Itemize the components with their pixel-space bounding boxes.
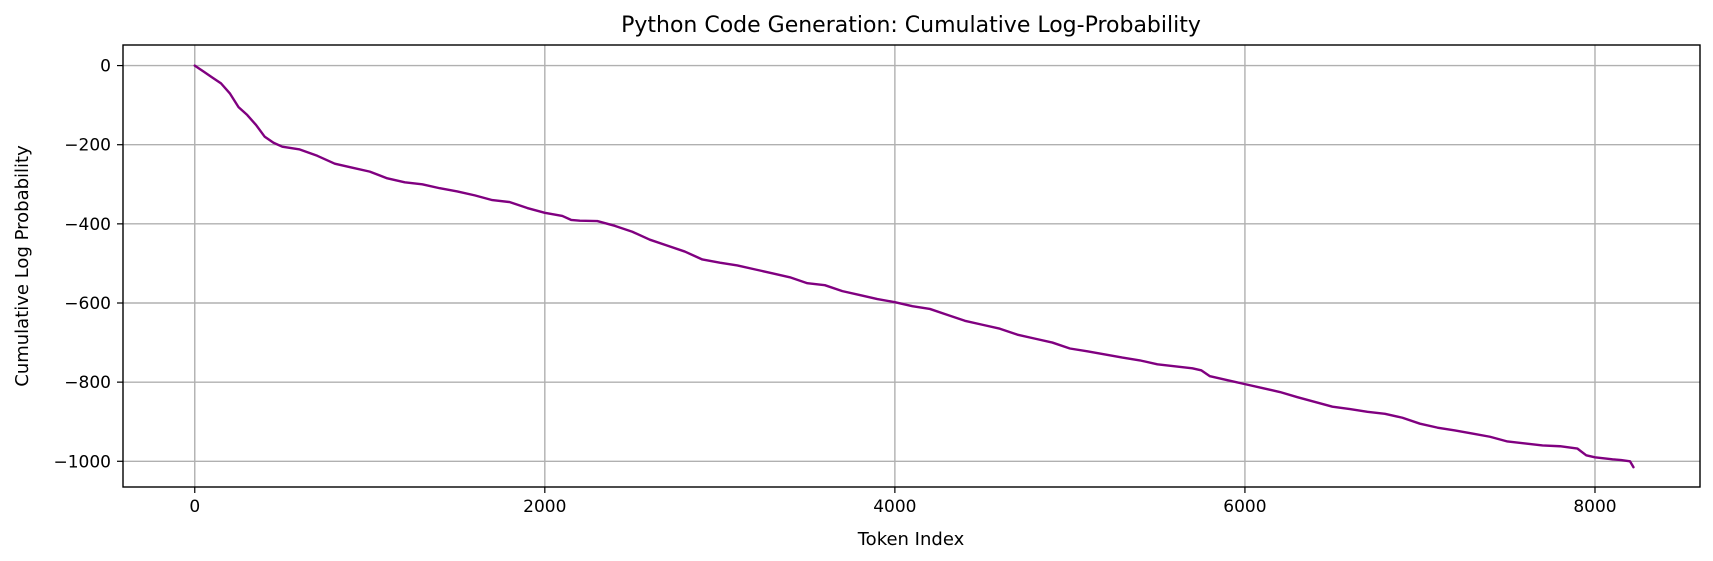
grid bbox=[123, 45, 1700, 487]
chart-title: Python Code Generation: Cumulative Log-P… bbox=[621, 13, 1201, 38]
series-layer bbox=[193, 64, 1635, 469]
x-tick-label: 0 bbox=[189, 497, 200, 517]
y-tick-label: −400 bbox=[64, 215, 111, 235]
x-tick-label: 4000 bbox=[873, 497, 916, 517]
y-axis-label: Cumulative Log Probability bbox=[12, 145, 33, 387]
y-tick-label: −800 bbox=[64, 373, 111, 393]
x-tick-label: 8000 bbox=[1573, 497, 1616, 517]
y-tick-label: −1000 bbox=[53, 452, 111, 472]
series-line bbox=[193, 64, 1635, 469]
ticks: 0 2000 4000 6000 8000 0 −200 −400 −600 −800 −1000 bbox=[53, 57, 1616, 517]
plot-frame bbox=[122, 44, 1701, 488]
y-tick-label: 0 bbox=[100, 57, 111, 77]
x-tick-label: 2000 bbox=[523, 497, 566, 517]
x-tick-label: 6000 bbox=[1223, 497, 1266, 517]
y-tick-label: −600 bbox=[64, 294, 111, 314]
x-axis-label: Token Index bbox=[857, 529, 965, 550]
y-tick-label: −200 bbox=[64, 136, 111, 156]
